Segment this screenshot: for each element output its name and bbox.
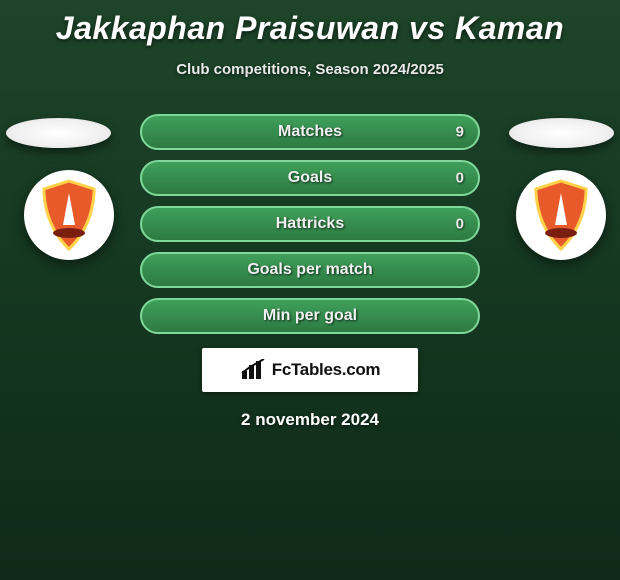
stat-label: Goals xyxy=(288,169,332,187)
stat-label: Goals per match xyxy=(247,261,372,279)
club-badge-right xyxy=(516,170,606,260)
player-platform-right xyxy=(509,118,614,148)
player-platform-left xyxy=(6,118,111,148)
stat-bar-goals-per-match: Goals per match xyxy=(140,252,480,288)
stat-bars: Matches 9 Goals 0 Hattricks 0 Goals per … xyxy=(140,114,480,334)
brand-badge: FcTables.com xyxy=(202,348,418,392)
page-subtitle: Club competitions, Season 2024/2025 xyxy=(0,61,620,78)
page-title: Jakkaphan Praisuwan vs Kaman xyxy=(0,0,620,47)
stat-bar-hattricks: Hattricks 0 xyxy=(140,206,480,242)
stat-value-right: 0 xyxy=(456,216,464,233)
stat-bar-matches: Matches 9 xyxy=(140,114,480,150)
comparison-arena: Matches 9 Goals 0 Hattricks 0 Goals per … xyxy=(0,102,620,332)
date-label: 2 november 2024 xyxy=(0,410,620,430)
shield-icon xyxy=(38,179,100,251)
brand-label: FcTables.com xyxy=(272,360,381,380)
stat-bar-goals: Goals 0 xyxy=(140,160,480,196)
stat-label: Min per goal xyxy=(263,307,357,325)
club-badge-left xyxy=(24,170,114,260)
bar-chart-icon xyxy=(240,359,268,381)
shield-icon xyxy=(530,179,592,251)
stat-bar-min-per-goal: Min per goal xyxy=(140,298,480,334)
stat-value-right: 9 xyxy=(456,124,464,141)
stat-value-right: 0 xyxy=(456,170,464,187)
stat-label: Matches xyxy=(278,123,342,141)
stat-label: Hattricks xyxy=(276,215,344,233)
